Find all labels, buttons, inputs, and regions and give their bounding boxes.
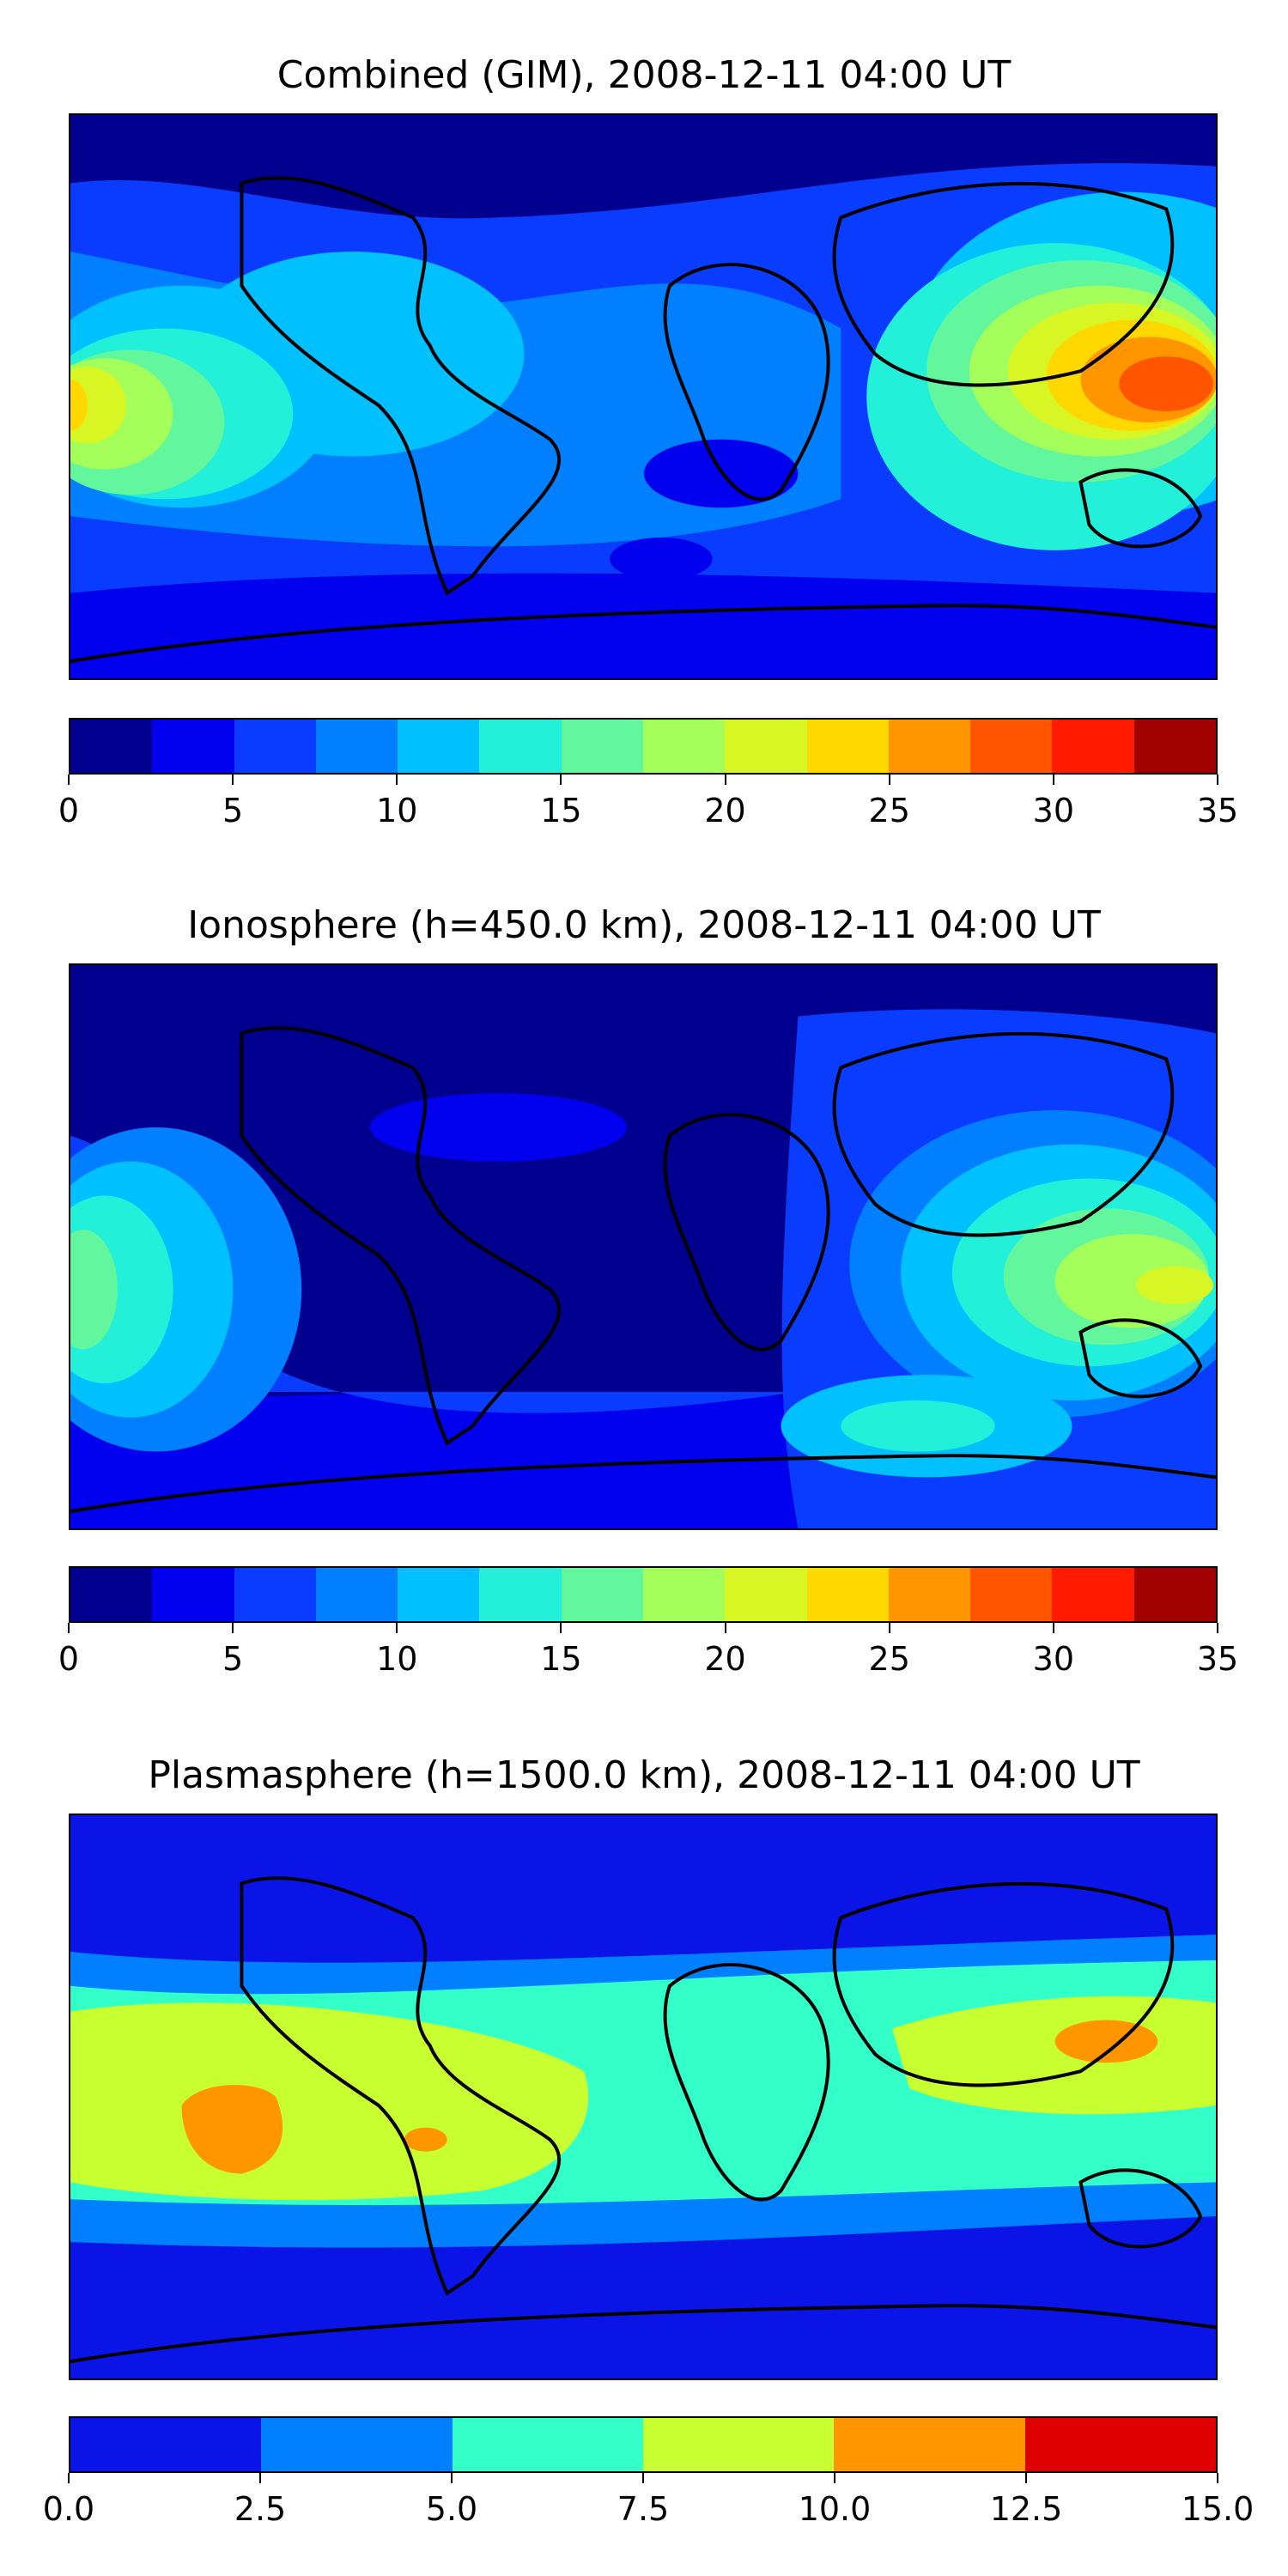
colorbar-segment — [970, 720, 1053, 773]
colorbar-segment — [1133, 720, 1216, 773]
colorbar-segment — [234, 1568, 316, 1621]
colorbar-segment — [806, 1568, 889, 1621]
colorbar-segment — [234, 720, 316, 773]
plasmasphere-colorbar — [69, 2416, 1218, 2473]
colorbar-tick — [68, 2473, 70, 2483]
colorbar-tick-label: 5.0 — [425, 2490, 478, 2528]
colorbar-segment — [479, 720, 562, 773]
colorbar-tick-label: 5 — [222, 792, 244, 829]
colorbar-segment — [315, 1568, 398, 1621]
colorbar-segment — [1024, 2418, 1216, 2471]
colorbar-segment — [806, 720, 889, 773]
colorbar-tick-label: 15 — [540, 1640, 582, 1678]
colorbar-segment — [642, 720, 726, 773]
combined-colorbar-ticks: 0 5 10 15 20 25 30 35 — [58, 775, 1238, 829]
colorbar-segment — [479, 1568, 562, 1621]
ionosphere-colorbar — [69, 1566, 1218, 1623]
plasmasphere-map-title: Plasmasphere (h=1500.0 km), 2008-12-11 0… — [148, 1753, 1140, 1797]
colorbar-segment — [152, 720, 234, 773]
colorbar-tick-label: 10 — [376, 1640, 418, 1678]
colorbar-tick-label: 10.0 — [798, 2490, 872, 2528]
colorbar-tick-label: 25 — [868, 792, 910, 829]
ionosphere-map-title: Ionosphere (h=450.0 km), 2008-12-11 04:0… — [187, 903, 1101, 947]
colorbar-tick — [1025, 2473, 1027, 2483]
colorbar-tick — [232, 1623, 234, 1633]
plasmasphere-map — [69, 1814, 1218, 2380]
ionosphere-colorbar-ticks: 0 5 10 15 20 25 30 35 — [58, 1623, 1238, 1678]
colorbar-tick — [724, 1623, 726, 1633]
colorbar-segment — [888, 1568, 971, 1621]
colorbar-tick — [1217, 2473, 1218, 2483]
colorbar-segment — [834, 2418, 1025, 2471]
colorbar-tick — [834, 2473, 835, 2483]
colorbar-segment — [1133, 1568, 1216, 1621]
colorbar-segment — [561, 720, 643, 773]
colorbar-tick — [888, 1623, 890, 1633]
combined-colorbar — [69, 718, 1218, 775]
colorbar-segment — [398, 1568, 480, 1621]
colorbar-segment — [970, 1568, 1053, 1621]
colorbar-tick-label: 30 — [1032, 1640, 1075, 1678]
colorbar-tick-label: 0.0 — [42, 2490, 95, 2528]
ionosphere-map — [69, 963, 1218, 1530]
colorbar-segment — [70, 2418, 262, 2471]
colorbar-tick-label: 2.5 — [234, 2490, 287, 2528]
colorbar-tick-label: 15.0 — [1181, 2490, 1255, 2528]
colorbar-tick-label: 0 — [58, 792, 80, 829]
colorbar-tick — [68, 775, 70, 785]
colorbar-segment — [452, 2418, 643, 2471]
combined-map — [69, 113, 1218, 680]
colorbar-tick — [396, 775, 398, 785]
colorbar-segment — [725, 1568, 807, 1621]
colorbar-tick — [396, 1623, 398, 1633]
colorbar-tick-label: 20 — [704, 792, 746, 829]
colorbar-segment — [261, 2418, 453, 2471]
colorbar-tick — [1217, 1623, 1218, 1633]
colorbar-tick-label: 35 — [1196, 792, 1239, 829]
colorbar-segment — [725, 720, 807, 773]
colorbar-segment — [888, 720, 971, 773]
colorbar-tick — [232, 775, 234, 785]
colorbar-tick — [888, 775, 890, 785]
combined-map-title: Combined (GIM), 2008-12-11 04:00 UT — [276, 53, 1012, 97]
colorbar-tick — [451, 2473, 453, 2483]
colorbar-segment — [1052, 720, 1134, 773]
colorbar-tick-label: 30 — [1032, 792, 1075, 829]
colorbar-segment — [315, 720, 398, 773]
colorbar-segment — [70, 720, 153, 773]
colorbar-segment — [642, 2418, 835, 2471]
colorbar-tick-label: 10 — [376, 792, 418, 829]
colorbar-tick — [560, 775, 562, 785]
colorbar-tick-label: 7.5 — [617, 2490, 670, 2528]
colorbar-tick — [724, 775, 726, 785]
colorbar-tick — [1052, 1623, 1054, 1633]
colorbar-tick-label: 5 — [222, 1640, 244, 1678]
colorbar-tick — [68, 1623, 70, 1633]
colorbar-tick-label: 35 — [1196, 1640, 1239, 1678]
colorbar-segment — [1052, 1568, 1134, 1621]
colorbar-tick — [259, 2473, 261, 2483]
colorbar-tick-label: 20 — [704, 1640, 746, 1678]
colorbar-tick-label: 0 — [58, 1640, 80, 1678]
colorbar-tick — [1217, 775, 1218, 785]
colorbar-segment — [642, 1568, 726, 1621]
colorbar-segment — [152, 1568, 234, 1621]
colorbar-segment — [70, 1568, 153, 1621]
colorbar-segment — [398, 720, 480, 773]
colorbar-tick-label: 15 — [540, 792, 582, 829]
colorbar-segment — [561, 1568, 643, 1621]
colorbar-tick — [642, 2473, 644, 2483]
colorbar-tick-label: 25 — [868, 1640, 910, 1678]
colorbar-tick — [560, 1623, 562, 1633]
colorbar-tick-label: 12.5 — [989, 2490, 1063, 2528]
colorbar-tick — [1052, 775, 1054, 785]
plasmasphere-colorbar-ticks: 0.0 2.5 5.0 7.5 10.0 12.5 15.0 — [43, 2473, 1254, 2528]
